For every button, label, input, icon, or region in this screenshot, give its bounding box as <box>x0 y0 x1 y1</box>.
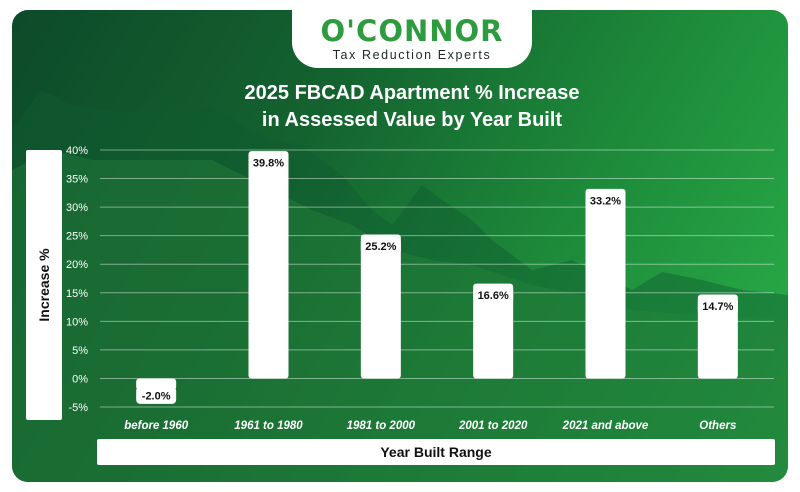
data-label: 14.7% <box>702 301 733 313</box>
x-category-label: 2001 to 2020 <box>458 420 528 432</box>
y-tick-label: 5% <box>72 345 88 357</box>
data-label: 16.6% <box>478 290 509 302</box>
data-label: 33.2% <box>590 195 621 207</box>
y-axis-label-box <box>26 150 62 420</box>
bar <box>697 294 738 379</box>
data-label-background <box>360 237 401 255</box>
y-tick-label: 10% <box>66 316 88 328</box>
data-label-background <box>585 191 626 209</box>
x-category-label: 2021 and above <box>562 420 649 432</box>
data-label: -2.0% <box>142 390 171 402</box>
brand-tagline: Tax Reduction Experts <box>332 48 492 62</box>
bar <box>248 151 289 379</box>
chart-title: 2025 FBCAD Apartment % Increase in Asses… <box>112 80 712 134</box>
data-label-background <box>697 297 738 315</box>
brand-logo: O'CONNOR <box>320 14 504 48</box>
y-tick-label: 25% <box>66 231 88 243</box>
data-label-background <box>248 154 289 172</box>
y-tick-label: 40% <box>66 145 88 157</box>
chart-title-line-2: in Assessed Value by Year Built <box>261 109 563 131</box>
x-category-label: Others <box>699 420 736 432</box>
y-tick-label: 15% <box>66 288 88 300</box>
x-axis-label: Year Built Range <box>97 439 775 465</box>
y-tick-label: -5% <box>68 402 88 414</box>
x-category-label: before 1960 <box>124 420 189 432</box>
data-label: 39.8% <box>253 158 284 170</box>
logo-tab: O'CONNOR Tax Reduction Experts <box>292 10 532 68</box>
data-label: 25.2% <box>365 241 396 253</box>
bar <box>585 188 626 379</box>
x-category-label: 1981 to 2000 <box>347 420 416 432</box>
y-tick-label: 35% <box>66 174 88 186</box>
x-category-label: 1961 to 1980 <box>234 420 303 432</box>
bar <box>360 234 401 379</box>
bar-chart: 40% 35% 30% 25% 20% 15% 10% 5% 0% -5% -2.0% before … <box>66 145 774 432</box>
data-label-background <box>473 286 514 304</box>
chart-title-line-1: 2025 FBCAD Apartment % Increase <box>244 82 580 104</box>
bar <box>473 283 514 379</box>
y-tick-label: 20% <box>66 259 88 271</box>
y-tick-label: 0% <box>72 373 88 385</box>
y-tick-label: 30% <box>66 202 88 214</box>
data-label-background <box>136 386 177 404</box>
infographic-card: O'CONNOR Tax Reduction Experts 2025 FBCA… <box>12 10 788 482</box>
